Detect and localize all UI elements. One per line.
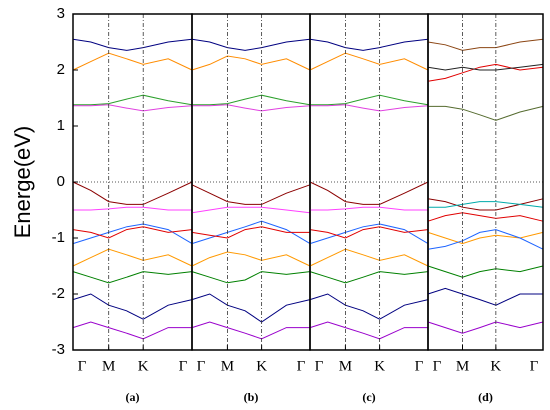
band-line xyxy=(73,206,192,211)
x-tick-label: Γ xyxy=(179,358,188,374)
band-line xyxy=(191,55,311,71)
x-tick-label: Γ xyxy=(197,358,206,374)
band-line xyxy=(72,52,193,71)
panel-frame xyxy=(427,13,544,351)
band-line xyxy=(309,52,429,71)
x-tick-label: Γ xyxy=(78,358,87,374)
band-line xyxy=(73,94,193,106)
band-line xyxy=(192,94,311,106)
band-line xyxy=(427,38,544,51)
band-line xyxy=(427,265,544,278)
y-tick-label: 0 xyxy=(57,173,65,190)
x-tick-label: M xyxy=(456,358,469,374)
band-line xyxy=(72,38,193,51)
band-line xyxy=(428,105,544,121)
band-line xyxy=(309,321,428,340)
band-line xyxy=(191,251,311,267)
y-tick-label: 2 xyxy=(57,61,65,78)
panel-frame xyxy=(309,13,429,351)
y-tick-label: -1 xyxy=(52,229,65,246)
band-line xyxy=(191,220,311,245)
band-line xyxy=(310,206,428,211)
band-line xyxy=(309,271,429,284)
panel-frame xyxy=(72,13,193,351)
band-line xyxy=(72,271,193,284)
panel-label: (d) xyxy=(478,390,493,404)
band-line xyxy=(427,321,544,334)
band-line xyxy=(309,38,429,51)
panel-label: (b) xyxy=(244,390,259,404)
x-tick-label: Γ xyxy=(315,358,324,374)
band-line xyxy=(427,212,544,222)
y-tick-label: -3 xyxy=(52,341,65,358)
band-line xyxy=(428,201,544,208)
x-tick-label: M xyxy=(339,358,352,374)
x-tick-label: K xyxy=(138,358,149,374)
band-line xyxy=(191,271,311,284)
band-line xyxy=(309,223,429,245)
x-tick-label: Γ xyxy=(415,358,424,374)
band-line xyxy=(191,38,311,51)
x-tick-label: M xyxy=(221,358,234,374)
band-line xyxy=(309,226,429,239)
y-tick-label: -2 xyxy=(52,285,65,302)
x-tick-label: K xyxy=(374,358,385,374)
band-line xyxy=(73,104,193,112)
band-line xyxy=(72,321,192,340)
band-line xyxy=(309,248,429,267)
y-axis-label: Energe(eV) xyxy=(10,126,35,239)
band-line xyxy=(427,63,544,71)
band-line xyxy=(309,181,429,205)
band-line xyxy=(191,293,311,323)
band-line xyxy=(310,94,429,106)
y-tick-label: 1 xyxy=(57,117,65,134)
y-tick-label: 3 xyxy=(57,5,65,22)
band-line xyxy=(191,321,310,340)
band-line xyxy=(72,226,193,239)
x-tick-label: Γ xyxy=(530,358,539,374)
band-line xyxy=(427,229,544,250)
x-tick-label: K xyxy=(256,358,267,374)
band-line xyxy=(427,287,543,306)
band-line xyxy=(427,198,544,211)
band-line xyxy=(427,63,544,82)
band-line xyxy=(72,223,193,245)
band-line xyxy=(427,231,544,245)
panel-label: (a) xyxy=(126,390,140,404)
x-tick-label: M xyxy=(102,358,115,374)
x-tick-label: Γ xyxy=(297,358,306,374)
band-line xyxy=(191,184,311,205)
panel-label: (c) xyxy=(362,390,375,404)
band-line xyxy=(309,293,429,320)
band-line xyxy=(192,104,311,112)
band-line xyxy=(191,226,310,239)
band-line xyxy=(310,104,429,112)
band-line xyxy=(72,248,193,267)
x-tick-label: Γ xyxy=(433,358,442,374)
band-line xyxy=(191,206,311,214)
band-line xyxy=(72,293,193,320)
x-tick-label: K xyxy=(490,358,501,374)
band-line xyxy=(72,181,193,205)
